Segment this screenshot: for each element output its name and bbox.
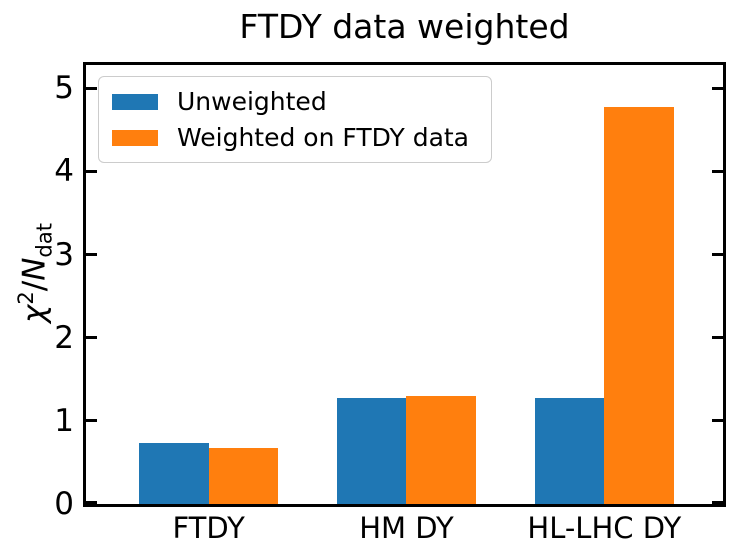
- y-tick-mark-right: [712, 253, 723, 257]
- y-tick-label: 3: [54, 236, 74, 273]
- legend-swatch-weighted-on-ftdy-data: [112, 129, 158, 146]
- legend-label: Weighted on FTDY data: [177, 123, 470, 152]
- y-tick-label: 1: [54, 402, 74, 439]
- y-tick-mark-left: [86, 169, 97, 173]
- bar-hl-lhc-dy-unweighted: [535, 397, 605, 504]
- bar-hm-dy-weighted-on-ftdy-data: [406, 395, 476, 504]
- y-tick-label: 5: [54, 70, 74, 107]
- y-tick-mark-right: [712, 169, 723, 173]
- y-tick-mark-left: [86, 336, 97, 340]
- y-tick-mark-left: [86, 501, 97, 504]
- x-tick-label-hm-dy: HM DY: [359, 511, 454, 545]
- legend-label: Unweighted: [177, 87, 327, 116]
- y-tick-label: 2: [54, 319, 74, 356]
- ylabel-divider: /: [16, 280, 53, 292]
- y-tick-label: 4: [54, 153, 74, 190]
- y-tick-mark-right: [712, 419, 723, 423]
- bar-hm-dy-unweighted: [337, 397, 407, 504]
- legend-item-unweighted: Unweighted: [112, 88, 469, 115]
- y-tick-mark-right: [712, 501, 723, 504]
- plot-area: Unweighted Weighted on FTDY data: [83, 62, 726, 507]
- y-tick-mark-left: [86, 419, 97, 423]
- y-tick-mark-right: [712, 336, 723, 340]
- y-tick-label: 0: [54, 486, 74, 522]
- y-tick-mark-left: [86, 253, 97, 257]
- x-tick-label-hl-lhc-dy: HL-LHC DY: [527, 511, 682, 545]
- y-tick-mark-left: [86, 86, 97, 90]
- bar-hl-lhc-dy-weighted-on-ftdy-data: [604, 107, 674, 504]
- bar-ftdy-weighted-on-ftdy-data: [208, 448, 278, 504]
- ylabel-exponent: 2: [13, 291, 38, 305]
- legend-swatch-unweighted: [112, 93, 158, 110]
- y-tick-mark-right: [712, 86, 723, 90]
- x-tick-label-ftdy: FTDY: [172, 511, 245, 545]
- legend: Unweighted Weighted on FTDY data: [98, 76, 493, 163]
- legend-item-weighted-on-ftdy-data: Weighted on FTDY data: [112, 124, 469, 151]
- bar-ftdy-unweighted: [139, 443, 209, 504]
- chart-title: FTDY data weighted: [239, 7, 570, 46]
